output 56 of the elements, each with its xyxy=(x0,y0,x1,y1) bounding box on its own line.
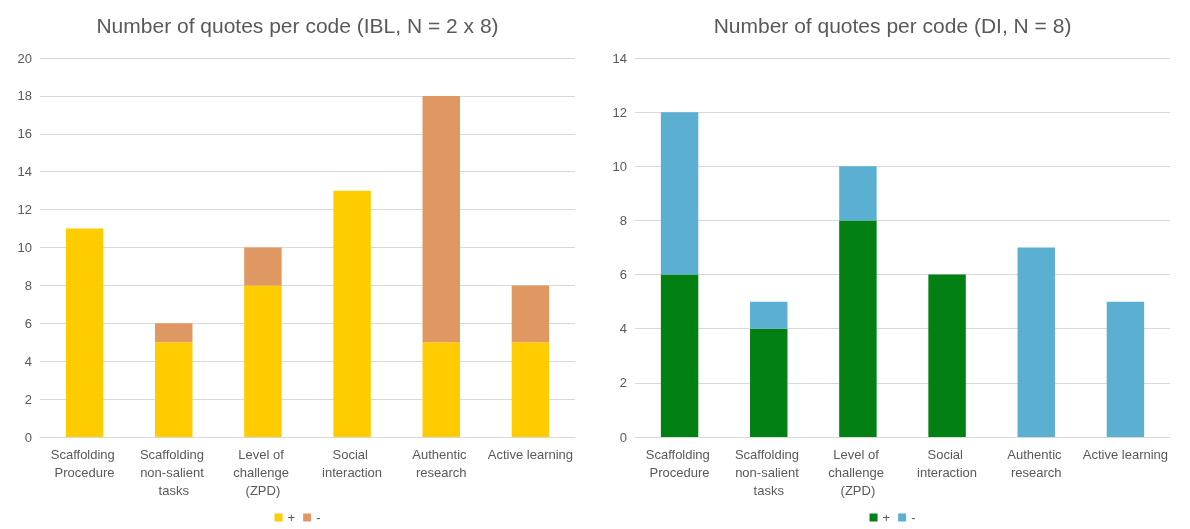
legend-label: + xyxy=(287,510,296,525)
y-tick-label: 0 xyxy=(24,429,32,445)
y-tick-label: 4 xyxy=(619,321,627,337)
x-tick-label: Authentic research xyxy=(1007,446,1066,480)
y-tick-label: 14 xyxy=(612,50,627,66)
y-tick-label: 2 xyxy=(24,391,32,407)
bar xyxy=(750,301,788,329)
x-tick-label: Social interaction xyxy=(917,446,978,480)
y-tick-label: 8 xyxy=(619,212,627,228)
y-tick-label: 6 xyxy=(619,267,627,283)
legend-label: + xyxy=(882,510,891,525)
bar xyxy=(244,247,282,286)
y-tick-label: 0 xyxy=(619,429,627,445)
bar xyxy=(422,95,460,343)
bar xyxy=(333,190,371,437)
x-tick-label: Level of challenge (ZPD) xyxy=(233,446,293,498)
bar xyxy=(155,323,193,343)
y-tick-label: 6 xyxy=(24,315,32,331)
x-tick-label: Scaffolding Procedure xyxy=(50,446,119,480)
y-tick-label: 12 xyxy=(612,104,627,120)
bar xyxy=(1106,301,1145,437)
y-tick-label: 2 xyxy=(619,375,627,391)
bar xyxy=(511,342,550,437)
bar xyxy=(65,228,104,437)
y-tick-label: 20 xyxy=(17,50,32,66)
chart-title: Number of quotes per code (IBL, N = 2 x 8) xyxy=(96,14,499,37)
bar xyxy=(244,285,282,437)
bar xyxy=(839,166,877,221)
x-tick-label: Social interaction xyxy=(322,446,383,480)
y-tick-label: 18 xyxy=(17,88,32,104)
y-tick-label: 8 xyxy=(24,277,32,293)
bar xyxy=(660,274,699,437)
bar xyxy=(660,112,699,275)
legend-label: - xyxy=(911,510,916,525)
x-tick-label: Level of challenge (ZPD) xyxy=(828,446,888,498)
bar xyxy=(155,342,193,437)
bar xyxy=(928,274,966,437)
y-tick-label: 12 xyxy=(17,202,32,218)
bar xyxy=(750,328,788,437)
y-tick-label: 4 xyxy=(24,353,32,369)
y-tick-label: 10 xyxy=(17,240,32,255)
bar xyxy=(511,285,550,343)
chart-title: Number of quotes per code (DI, N = 8) xyxy=(713,14,1072,37)
x-tick-label: Scaffolding Procedure xyxy=(645,446,714,480)
y-tick-label: 16 xyxy=(17,126,32,142)
x-tick-label: Scaffolding non-salient tasks xyxy=(139,446,208,498)
x-tick-label: Authentic research xyxy=(412,446,471,480)
bar xyxy=(1017,247,1055,437)
bar xyxy=(839,220,877,437)
x-tick-label: Scaffolding non-salient tasks xyxy=(734,446,803,498)
bar xyxy=(422,342,460,437)
x-tick-label: Active learning xyxy=(1082,446,1169,462)
legend-label: - xyxy=(316,510,321,525)
x-tick-label: Active learning xyxy=(487,446,574,462)
y-tick-label: 14 xyxy=(17,164,32,180)
y-tick-label: 10 xyxy=(612,158,627,174)
